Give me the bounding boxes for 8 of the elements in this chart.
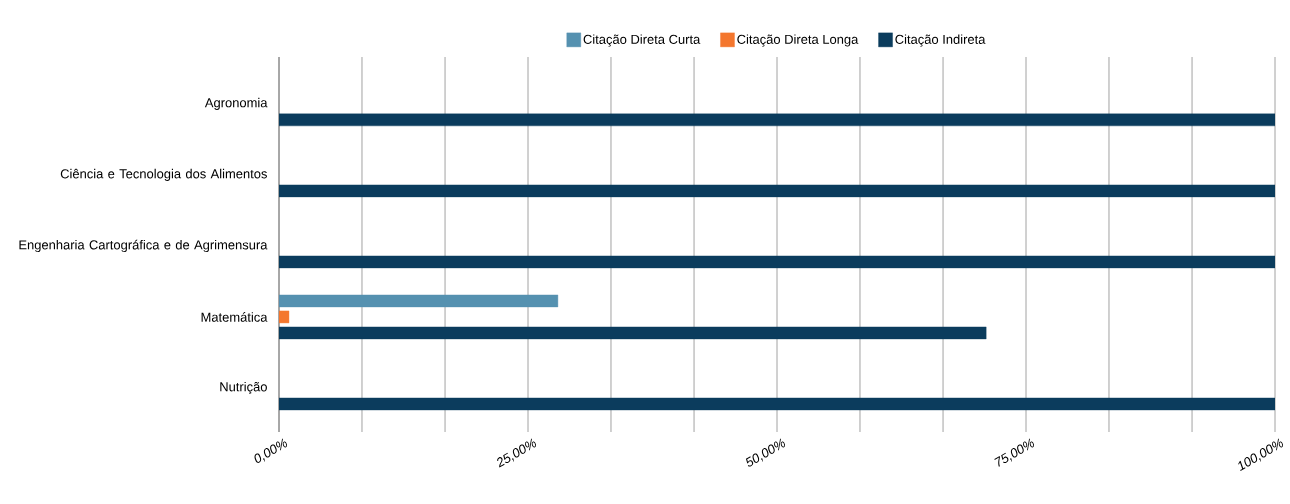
legend-label: Citação Indireta <box>895 34 986 47</box>
y-tick-label: Agronomia <box>204 97 268 110</box>
y-tick-label: Ciência e Tecnologia dos Alimentos <box>60 168 267 181</box>
y-tick-label: Matemática <box>201 312 268 322</box>
legend-label: Citação Direta Curta <box>583 34 701 47</box>
y-tick-label: Nutrição <box>220 381 267 395</box>
y-tick-label: Engenharia Cartográfica e de Agrimensura <box>19 239 268 253</box>
legend-label: Citação Direta Longa <box>737 34 859 47</box>
